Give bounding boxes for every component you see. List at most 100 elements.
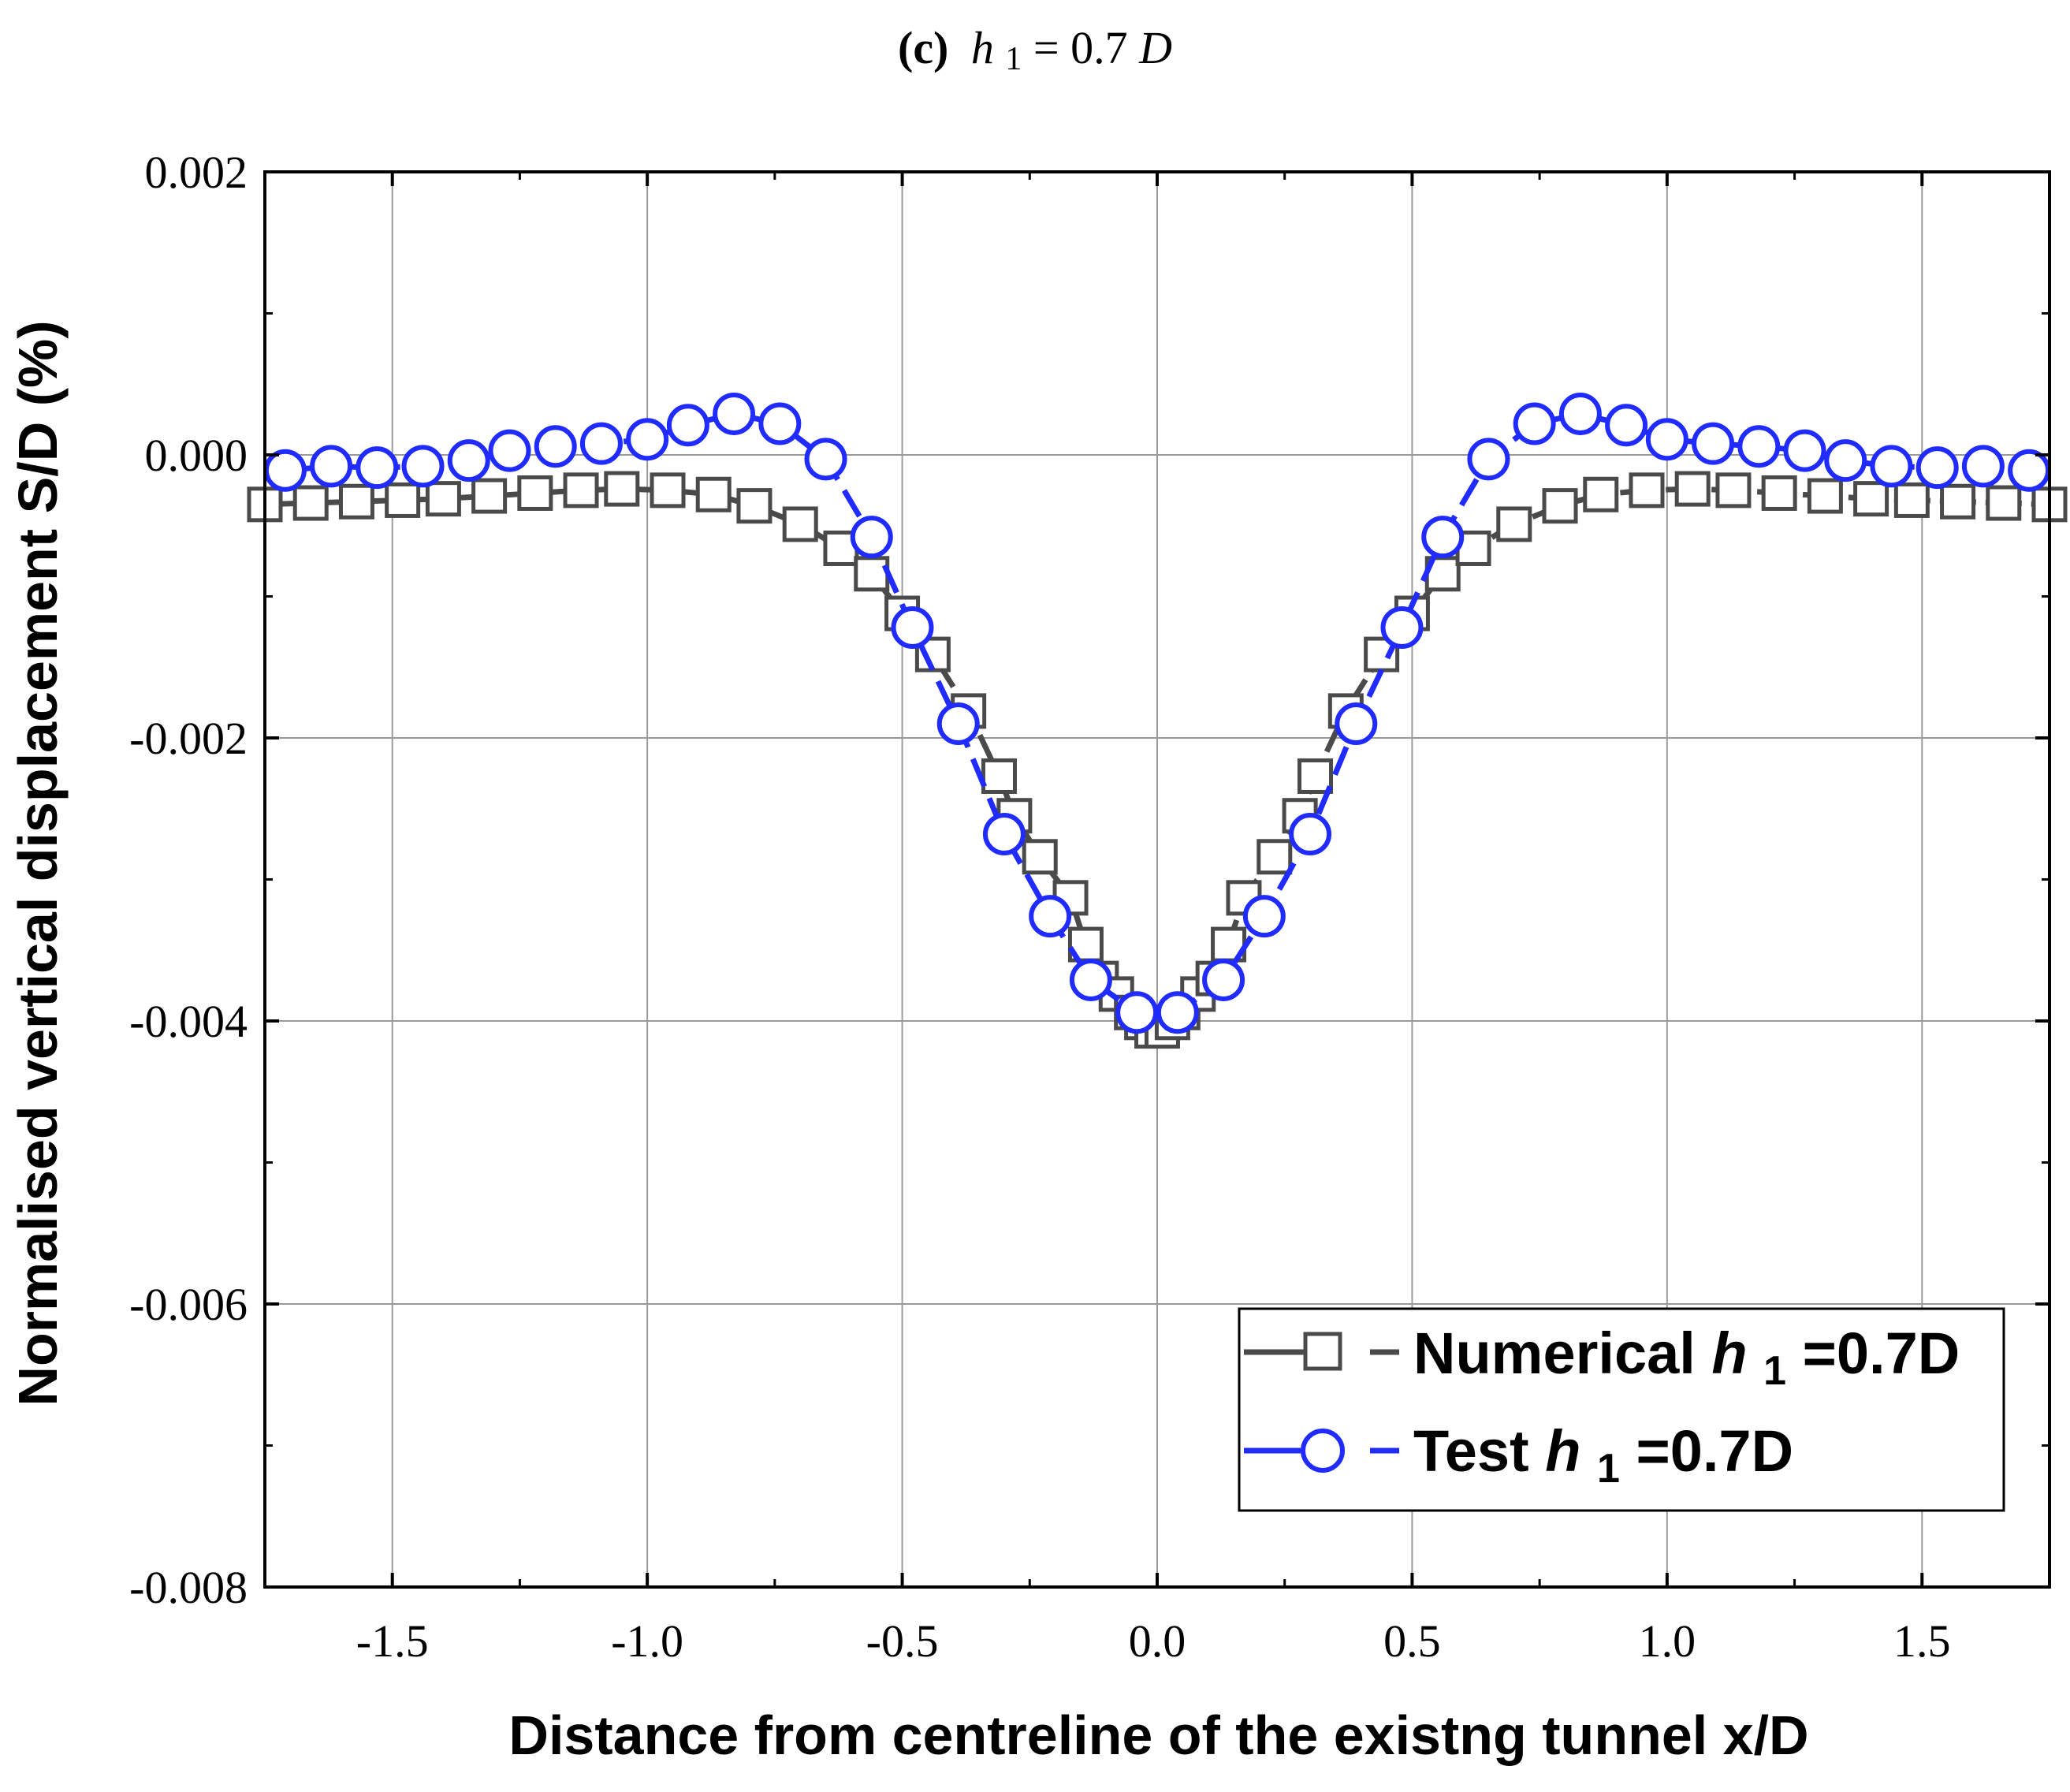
data-point-test-23 <box>1289 813 1332 856</box>
data-point-numerical-9 <box>650 472 686 509</box>
legend-item-test: Test h 1 =0.7D <box>1244 1418 1793 1495</box>
legend-numerical-prefix: Numerical <box>1413 1321 1711 1386</box>
data-point-test-27 <box>1467 438 1510 481</box>
x-tick-label-0: -1.5 <box>356 1615 429 1667</box>
data-point-test-22 <box>1242 895 1286 938</box>
data-point-test-10 <box>713 392 756 435</box>
data-point-test-0 <box>263 449 307 492</box>
data-point-numerical-35 <box>1257 839 1293 875</box>
tick-layer: -1.5 -1.0 -0.5 0.0 0.5 1.0 1.5 0.002 0.000 -0.002… <box>129 147 2051 1667</box>
legend-test-sub: 1 <box>1597 1446 1620 1492</box>
chart-title: (c) h 1 = 0.7 D <box>898 22 1172 80</box>
legend-label-numerical: Numerical h 1 =0.7D <box>1413 1321 1960 1397</box>
data-point-numerical-10 <box>695 476 732 512</box>
data-point-numerical-2 <box>338 483 374 520</box>
data-point-test-2 <box>356 446 399 490</box>
y-tick-label-0: 0.002 <box>145 147 248 198</box>
data-point-test-18 <box>1069 958 1112 1001</box>
y-tick-label-3: -0.004 <box>129 996 248 1047</box>
data-point-numerical-47 <box>1674 471 1711 507</box>
data-point-test-12 <box>804 438 847 481</box>
series-test <box>263 392 2051 1034</box>
data-point-test-6 <box>534 425 577 468</box>
data-point-test-8 <box>626 418 669 461</box>
data-point-test-25 <box>1380 605 1424 649</box>
data-point-test-21 <box>1202 958 1245 1001</box>
data-point-numerical-46 <box>1629 472 1665 509</box>
data-point-numerical-6 <box>517 475 553 511</box>
data-point-test-5 <box>488 429 531 472</box>
legend-marker-test <box>1301 1429 1345 1473</box>
data-point-test-7 <box>579 422 623 465</box>
x-tick-label-4: 0.5 <box>1383 1615 1441 1667</box>
data-point-numerical-39 <box>1364 636 1400 672</box>
data-point-numerical-48 <box>1715 472 1752 509</box>
data-point-test-39 <box>2008 449 2051 492</box>
y-tick-label-1: 0.000 <box>145 430 248 481</box>
title-unit: D <box>1138 22 1172 73</box>
data-point-numerical-12 <box>782 506 818 542</box>
legend-numerical-var: h <box>1711 1321 1747 1386</box>
data-point-test-3 <box>401 445 445 488</box>
data-point-numerical-54 <box>1986 485 2022 521</box>
data-point-numerical-7 <box>563 472 599 509</box>
data-point-test-35 <box>1824 439 1867 482</box>
data-point-numerical-11 <box>736 488 773 524</box>
data-point-test-38 <box>1961 445 2005 488</box>
x-tick-label-5: 1.0 <box>1639 1615 1696 1667</box>
title-variable: h <box>971 22 994 73</box>
data-point-test-33 <box>1737 425 1781 468</box>
data-point-test-17 <box>1029 895 1072 938</box>
legend-numerical-suffix: =0.7D <box>1803 1321 1960 1386</box>
data-point-numerical-3 <box>385 482 421 518</box>
legend-label-test: Test h 1 =0.7D <box>1413 1418 1793 1495</box>
x-tick-label-2: -0.5 <box>866 1615 939 1667</box>
data-point-test-26 <box>1421 516 1465 559</box>
data-point-numerical-8 <box>604 471 640 507</box>
x-tick-label-6: 1.5 <box>1893 1615 1951 1667</box>
data-point-numerical-14 <box>854 556 890 592</box>
data-point-test-11 <box>758 402 802 445</box>
data-point-test-30 <box>1605 404 1648 447</box>
y-axis-label: Normalised vertical displacement S/D (%) <box>7 320 69 1406</box>
title-equals: = 0.7 <box>1033 22 1128 73</box>
data-point-test-34 <box>1783 429 1826 472</box>
data-point-numerical-4 <box>425 481 461 517</box>
data-point-test-14 <box>891 605 934 649</box>
title-label: (c) <box>898 22 948 73</box>
legend: Numerical h 1 =0.7D Test h 1 =0.7D <box>1238 1307 2005 1512</box>
data-point-numerical-18 <box>981 758 1017 794</box>
data-point-test-24 <box>1335 702 1378 746</box>
data-point-test-32 <box>1692 422 1735 465</box>
data-point-test-4 <box>447 439 490 482</box>
data-point-test-36 <box>1870 445 1913 488</box>
data-point-numerical-43 <box>1496 506 1532 542</box>
data-point-numerical-45 <box>1583 476 1619 512</box>
x-tick-label-1: -1.0 <box>611 1615 683 1667</box>
data-point-numerical-50 <box>1807 478 1843 514</box>
legend-marker-numerical <box>1303 1332 1342 1371</box>
data-point-numerical-53 <box>1940 483 1976 520</box>
legend-test-prefix: Test <box>1413 1418 1545 1484</box>
legend-test-suffix: =0.7D <box>1636 1418 1793 1484</box>
legend-test-var: h <box>1545 1418 1580 1484</box>
x-axis-label: Distance from centreline of the existng … <box>508 1704 1808 1766</box>
data-point-numerical-51 <box>1853 481 1889 517</box>
data-point-numerical-37 <box>1297 758 1334 794</box>
data-point-numerical-49 <box>1761 475 1797 511</box>
data-point-numerical-44 <box>1542 488 1578 524</box>
data-point-test-19 <box>1115 991 1159 1034</box>
data-point-test-15 <box>936 702 980 746</box>
y-tick-label-4: -0.006 <box>129 1279 248 1330</box>
data-point-test-1 <box>310 445 353 488</box>
x-tick-label-3: 0.0 <box>1129 1615 1186 1667</box>
y-tick-label-2: -0.002 <box>129 713 248 764</box>
data-point-test-29 <box>1558 392 1602 435</box>
data-point-test-28 <box>1513 402 1556 445</box>
data-point-test-37 <box>1915 446 1959 490</box>
legend-item-numerical: Numerical h 1 =0.7D <box>1244 1321 1960 1397</box>
data-point-numerical-20 <box>1022 839 1058 875</box>
legend-box <box>1238 1307 2005 1512</box>
